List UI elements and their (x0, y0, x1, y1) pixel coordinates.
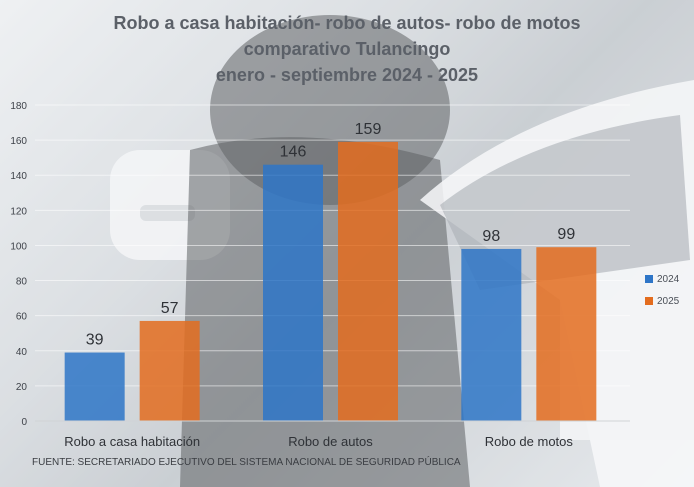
bar-2024 (64, 352, 125, 421)
y-tick-label: 100 (10, 241, 27, 252)
y-tick-label: 40 (16, 347, 28, 358)
legend: 2024 2025 (645, 268, 679, 312)
data-label: 98 (482, 228, 500, 245)
y-tick-label: 140 (10, 171, 27, 182)
data-label: 159 (355, 121, 382, 138)
x-tick-label: Robo de motos (485, 434, 574, 449)
x-tick-label: Robo de autos (288, 434, 373, 449)
data-label: 39 (86, 332, 104, 349)
y-tick-label: 80 (16, 277, 28, 288)
bar-2025 (338, 141, 398, 421)
y-tick-label: 160 (10, 136, 27, 147)
chart-title-block: Robo a casa habitación- robo de autos- r… (0, 10, 694, 88)
legend-label-2024: 2024 (657, 273, 680, 285)
bar-2025 (139, 320, 200, 421)
chart-title: Robo a casa habitación- robo de autos- r… (113, 13, 581, 33)
legend-item-2025: 2025 (645, 290, 679, 312)
legend-swatch-2025 (645, 297, 653, 305)
source-note: FUENTE: SECRETARIADO EJECUTIVO DEL SISTE… (32, 457, 461, 468)
y-tick-label: 20 (16, 382, 28, 393)
legend-swatch-2024 (645, 275, 653, 283)
y-tick-label: 120 (10, 206, 27, 217)
legend-label-2025: 2025 (657, 295, 680, 307)
legend-item-2024: 2024 (645, 268, 679, 290)
data-label: 57 (161, 300, 179, 317)
bar-2024 (461, 248, 522, 421)
data-label: 146 (280, 144, 307, 161)
bar-2024 (263, 164, 323, 421)
chart-period: enero - septiembre 2024 - 2025 (215, 65, 479, 85)
chart-subtitle: comparativo Tulancingo (243, 39, 451, 59)
bar-2025 (536, 247, 597, 421)
y-tick-label: 180 (10, 101, 27, 112)
data-label: 99 (557, 226, 575, 243)
x-tick-label: Robo a casa habitación (64, 434, 200, 449)
y-tick-label: 0 (21, 417, 27, 428)
y-tick-label: 60 (16, 312, 28, 323)
